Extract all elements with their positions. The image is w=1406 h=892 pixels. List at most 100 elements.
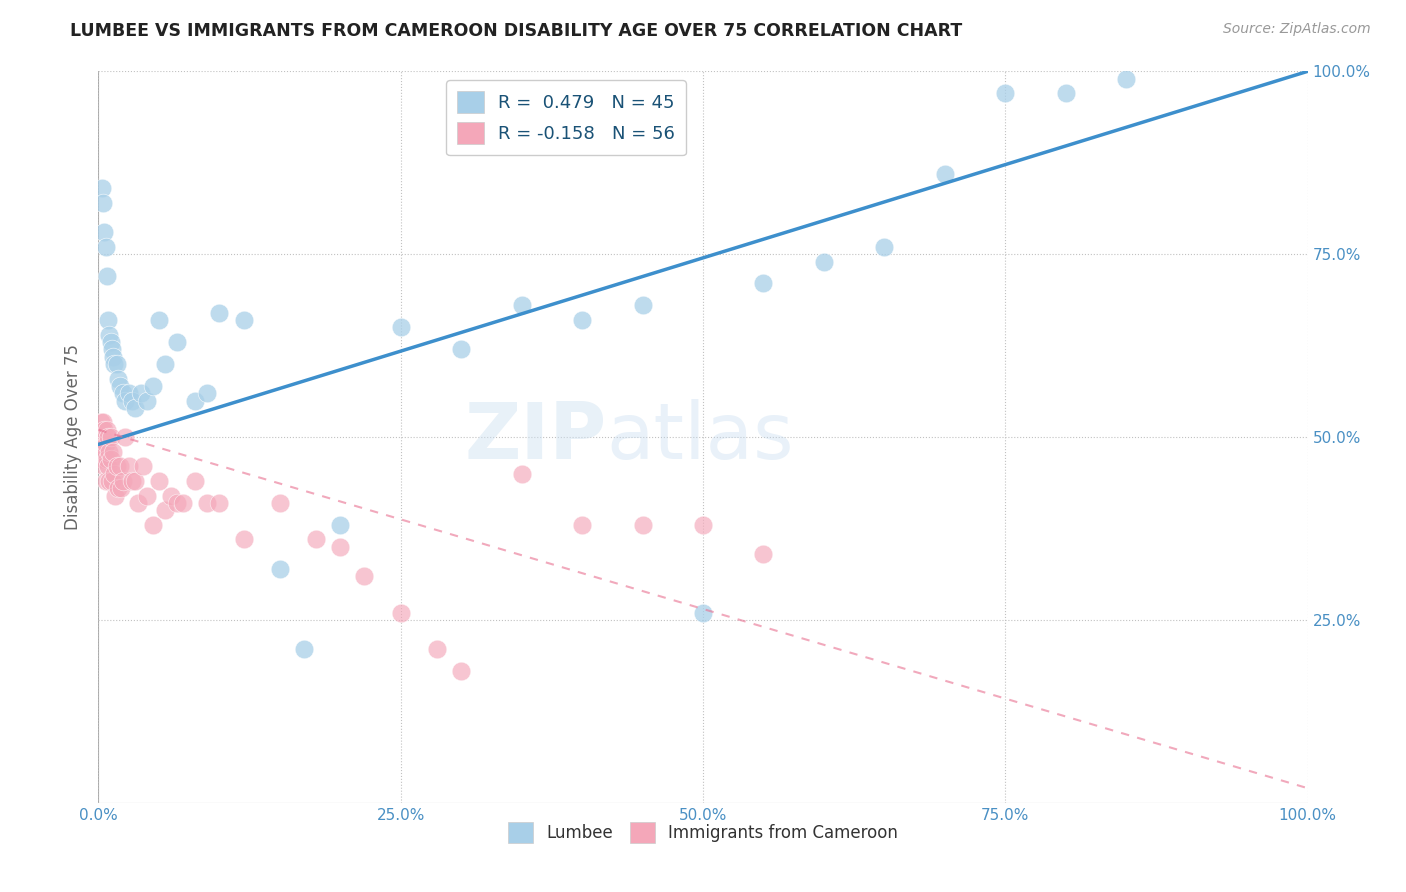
Point <box>100 334 122 349</box>
Point <box>107 481 129 495</box>
Point <box>97 313 120 327</box>
Text: LUMBEE VS IMMIGRANTS FROM CAMEROON DISABILITY AGE OVER 75 CORRELATION CHART: LUMBEE VS IMMIGRANTS FROM CAMEROON DISAB… <box>70 22 963 40</box>
Point <box>752 547 775 561</box>
Point <box>292 642 315 657</box>
Point <box>121 474 143 488</box>
Point <box>389 320 412 334</box>
Point <box>118 459 141 474</box>
Point <box>98 444 121 458</box>
Text: Source: ZipAtlas.com: Source: ZipAtlas.com <box>1223 22 1371 37</box>
Point <box>97 430 120 444</box>
Point <box>96 452 118 467</box>
Point <box>934 167 956 181</box>
Point <box>114 430 136 444</box>
Point <box>184 474 207 488</box>
Point <box>96 423 118 437</box>
Point <box>450 664 472 678</box>
Point <box>571 517 593 532</box>
Point <box>108 459 131 474</box>
Point <box>100 430 122 444</box>
Point <box>269 562 291 576</box>
Point <box>353 569 375 583</box>
Point <box>692 606 714 620</box>
Point <box>94 240 117 254</box>
Point <box>510 467 533 481</box>
Y-axis label: Disability Age Over 75: Disability Age Over 75 <box>65 344 83 530</box>
Point <box>153 503 176 517</box>
Point <box>426 642 449 657</box>
Point <box>269 496 291 510</box>
Point <box>91 196 114 211</box>
Point <box>101 350 124 364</box>
Text: atlas: atlas <box>606 399 794 475</box>
Point <box>103 357 125 371</box>
Point <box>571 313 593 327</box>
Point <box>142 517 165 532</box>
Point <box>166 496 188 510</box>
Point <box>91 181 114 195</box>
Point <box>107 371 129 385</box>
Point <box>111 474 134 488</box>
Point <box>91 452 114 467</box>
Point <box>100 474 122 488</box>
Point <box>108 379 131 393</box>
Point <box>101 444 124 458</box>
Point <box>160 489 183 503</box>
Point <box>813 254 835 268</box>
Point <box>142 379 165 393</box>
Point <box>91 430 114 444</box>
Point <box>195 386 218 401</box>
Point <box>1115 71 1137 86</box>
Point <box>329 517 352 532</box>
Point <box>100 343 122 357</box>
Point <box>121 393 143 408</box>
Point <box>91 444 114 458</box>
Point <box>127 496 149 510</box>
Point <box>90 437 112 451</box>
Point <box>98 474 121 488</box>
Point <box>124 401 146 415</box>
Point <box>510 298 533 312</box>
Point <box>1054 87 1077 101</box>
Point <box>631 298 654 312</box>
Point <box>118 386 141 401</box>
Point <box>148 474 170 488</box>
Point <box>111 386 134 401</box>
Point <box>110 481 132 495</box>
Text: ZIP: ZIP <box>464 399 606 475</box>
Point <box>208 496 231 510</box>
Point <box>114 393 136 408</box>
Point <box>132 459 155 474</box>
Point <box>631 517 654 532</box>
Point <box>97 459 120 474</box>
Point <box>873 240 896 254</box>
Point <box>752 277 775 291</box>
Point <box>104 489 127 503</box>
Point <box>91 416 114 430</box>
Point <box>105 459 128 474</box>
Point <box>94 437 117 451</box>
Point <box>208 306 231 320</box>
Point <box>94 474 117 488</box>
Point <box>103 467 125 481</box>
Point <box>994 87 1017 101</box>
Legend: Lumbee, Immigrants from Cameroon: Lumbee, Immigrants from Cameroon <box>502 815 904 849</box>
Point <box>195 496 218 510</box>
Point <box>96 269 118 284</box>
Point <box>148 313 170 327</box>
Point <box>93 423 115 437</box>
Point <box>232 313 254 327</box>
Point <box>100 452 122 467</box>
Point <box>389 606 412 620</box>
Point <box>329 540 352 554</box>
Point <box>184 393 207 408</box>
Point <box>135 489 157 503</box>
Point <box>129 386 152 401</box>
Point <box>692 517 714 532</box>
Point <box>90 416 112 430</box>
Point <box>135 393 157 408</box>
Point <box>166 334 188 349</box>
Point <box>98 327 121 342</box>
Point <box>153 357 176 371</box>
Point <box>305 533 328 547</box>
